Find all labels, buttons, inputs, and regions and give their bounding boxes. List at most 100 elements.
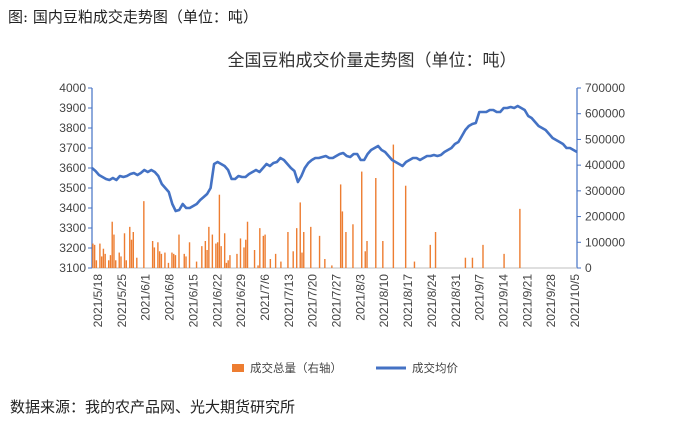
volume-bar: [301, 252, 303, 268]
volume-bar: [364, 251, 366, 268]
volume-bar: [129, 226, 131, 268]
x-tick-label: 2021/8/31: [449, 274, 463, 328]
volume-bar: [227, 260, 229, 268]
x-tick-label: 2021/7/13: [282, 274, 296, 328]
x-tick-label: 2021/9/21: [520, 274, 534, 328]
y-right-tick-label: 500000: [585, 132, 625, 146]
volume-bar: [164, 252, 166, 268]
x-tick-label: 2021/8/10: [377, 274, 391, 328]
volume-bar: [239, 238, 242, 268]
legend: 成交总量（右轴） 成交均价: [232, 361, 458, 375]
x-tick-label: 2021/5/25: [115, 274, 129, 328]
volume-bar: [167, 262, 170, 268]
y-right-tick-label: 700000: [585, 81, 625, 95]
volume-bar: [153, 247, 156, 268]
volume-bar: [262, 235, 265, 268]
volume-bar: [109, 255, 112, 268]
volume-bar: [434, 232, 437, 268]
volume-bar: [95, 260, 98, 268]
figure-caption: 图: 国内豆粕成交走势图（单位：吨）: [8, 8, 258, 26]
y-left-tick-label: 3100: [59, 261, 86, 275]
volume-bar: [99, 243, 101, 268]
volume-bar: [413, 261, 416, 268]
volume-bar: [392, 144, 395, 268]
volume-bar: [220, 246, 222, 268]
volume-bar: [174, 255, 177, 268]
volume-bar: [185, 256, 187, 268]
volume-bar: [132, 232, 134, 268]
y-right-tick-label: 200000: [585, 210, 625, 224]
volume-bar: [143, 201, 145, 268]
volume-bar: [229, 255, 231, 268]
volume-bar: [375, 178, 377, 268]
volume-bar: [136, 257, 138, 268]
x-tick-label: 2021/7/27: [330, 274, 344, 328]
volume-bar: [318, 235, 321, 268]
x-tick-label: 2021/9/28: [544, 274, 558, 328]
y-right-tick-label: 100000: [585, 235, 625, 249]
volume-bar: [100, 256, 103, 268]
volume-bar: [195, 261, 198, 268]
x-tick-label: 2021/5/18: [91, 274, 105, 328]
y-left-tick-label: 3400: [59, 201, 86, 215]
price-line: [91, 104, 578, 213]
volume-bar: [296, 228, 298, 268]
volume-bar: [482, 244, 484, 268]
volume-bar: [339, 184, 342, 268]
x-tick-label: 2021/6/8: [163, 274, 177, 321]
volume-bar: [208, 226, 210, 268]
volume-bar: [352, 224, 354, 268]
x-tick-label: 2021/7/6: [258, 274, 272, 321]
volume-bar: [269, 259, 272, 268]
y-left-tick-label: 3500: [59, 181, 86, 195]
volume-bar: [259, 228, 261, 268]
x-tick-label: 2021/6/1: [139, 274, 153, 321]
y-right-tick-label: 300000: [585, 184, 625, 198]
legend-bar-label: 成交总量（右轴）: [250, 361, 342, 375]
volume-bar: [274, 253, 277, 268]
volume-bar: [160, 253, 163, 268]
volume-bar: [324, 259, 326, 268]
volume-bar: [178, 234, 180, 268]
volume-bar: [471, 257, 474, 268]
volume-bar: [204, 241, 207, 268]
legend-line-label: 成交均价: [412, 361, 458, 375]
y-left-tick-label: 3700: [59, 141, 86, 155]
y-left-tick-label: 3300: [59, 221, 86, 235]
volume-bar: [93, 244, 96, 268]
volume-bar: [503, 253, 505, 268]
volume-bar: [310, 226, 312, 268]
x-tick-label: 2021/8/3: [353, 274, 367, 321]
volume-bar: [519, 208, 521, 268]
volume-bar: [246, 221, 249, 268]
volume-bar: [130, 239, 133, 268]
data-source-note: 数据来源：我的农产品网、光大期货研究所: [10, 398, 296, 416]
y-left-tick-label: 3600: [59, 161, 86, 175]
volume-bar: [120, 256, 122, 268]
y-right-tick-label: 600000: [585, 107, 625, 121]
volume-bar: [464, 257, 467, 268]
volume-bar: [366, 241, 368, 268]
volume-bar: [223, 233, 226, 268]
y-right-tick-label: 0: [585, 261, 592, 275]
y-left-tick-label: 4000: [59, 81, 86, 95]
volume-bar: [211, 234, 214, 268]
volume-bar: [125, 260, 127, 268]
volume-bar: [303, 232, 305, 268]
volume-bar: [173, 253, 175, 268]
volume-bar: [183, 253, 185, 268]
volume-bar: [206, 250, 208, 268]
volume-bar: [404, 185, 407, 268]
volume-bar: [123, 233, 126, 268]
y-right-tick-label: 400000: [585, 158, 625, 172]
volume-bar: [341, 211, 344, 268]
volume-bar: [171, 252, 173, 268]
volume-bar: [201, 246, 203, 268]
y-left-tick-label: 3800: [59, 121, 86, 135]
volume-bar: [331, 265, 333, 268]
volume-bar: [188, 242, 191, 268]
volume-bar: [115, 260, 117, 268]
x-tick-label: 2021/9/14: [496, 274, 510, 328]
x-tick-label: 2021/6/15: [186, 274, 200, 328]
